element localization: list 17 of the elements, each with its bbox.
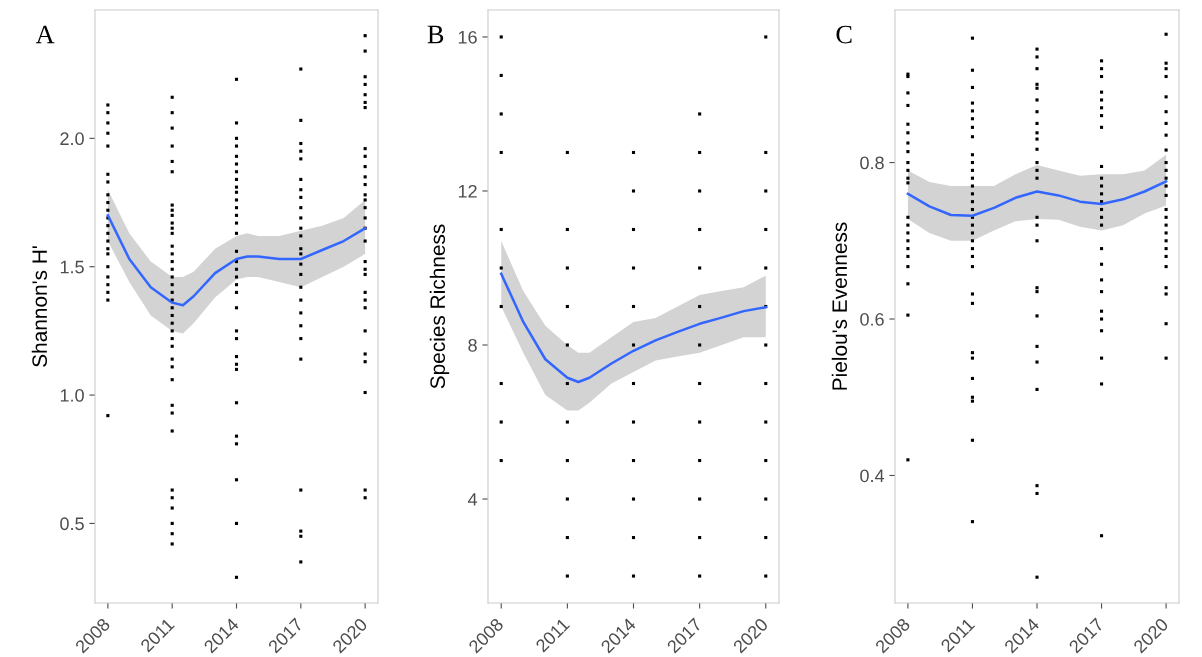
y-tick-label: 0.6: [860, 312, 884, 326]
y-tick-label: 8: [468, 338, 477, 352]
y-axis-title: Shannon's H': [31, 246, 48, 367]
y-tick-label: 0.8: [860, 156, 884, 170]
y-tick-label: 1.5: [60, 260, 84, 274]
y-tick-label: 16: [458, 30, 477, 44]
chart-title: C: [836, 25, 852, 44]
y-axis-title: Species Richness: [429, 224, 450, 389]
y-tick-label: 1.0: [60, 389, 84, 402]
y-tick-label: 2.0: [60, 132, 84, 146]
y-tick-label: 0.5: [60, 517, 84, 531]
chart-title: A: [35, 25, 55, 44]
y-tick-label: 0.4: [860, 469, 885, 483]
y-tick-label: 4: [467, 493, 478, 506]
y-tick-label: 12: [458, 184, 477, 198]
chart-title: B: [427, 25, 444, 44]
y-axis-title: Pielou's Evenness: [831, 222, 848, 390]
